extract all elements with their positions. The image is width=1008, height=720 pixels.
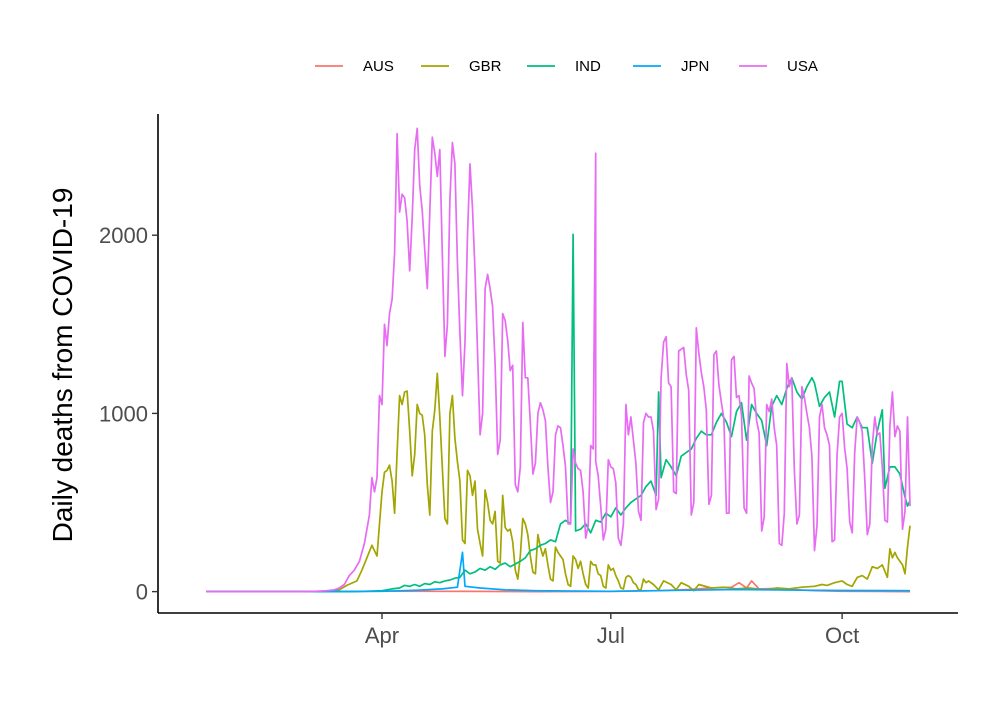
legend-item-aus: AUS: [315, 58, 394, 75]
axes: [157, 114, 958, 614]
plot-lines: [206, 127, 911, 593]
x-axis-ticks: Apr Jul Oct: [365, 613, 859, 648]
legend-label-gbr: GBR: [469, 58, 502, 75]
y-axis-label: Daily deaths from COVID-19: [47, 188, 78, 543]
legend-item-ind: IND: [527, 58, 601, 75]
legend-item-usa: USA: [739, 58, 818, 75]
y-axis-ticks: 0 1000 2000: [99, 223, 158, 605]
legend-label-usa: USA: [787, 58, 818, 75]
series-line-usa: [206, 127, 911, 593]
series-line-ind: [206, 233, 911, 593]
series-line-jpn: [206, 551, 911, 593]
series-line-gbr: [206, 372, 911, 593]
x-tick-label: Jul: [597, 623, 625, 648]
legend: AUS GBR IND JPN USA: [315, 58, 818, 75]
x-tick-label: Apr: [365, 623, 399, 648]
legend-label-ind: IND: [575, 58, 601, 75]
y-axis-label-group: Daily deaths from COVID-19: [47, 188, 78, 543]
x-tick-label: Oct: [825, 623, 859, 648]
y-tick-label: 2000: [99, 223, 148, 248]
y-tick-label: 1000: [99, 401, 148, 426]
legend-item-gbr: GBR: [421, 58, 502, 75]
legend-label-jpn: JPN: [681, 58, 709, 75]
legend-item-jpn: JPN: [633, 58, 709, 75]
legend-label-aus: AUS: [363, 58, 394, 75]
y-tick-label: 0: [136, 580, 148, 605]
